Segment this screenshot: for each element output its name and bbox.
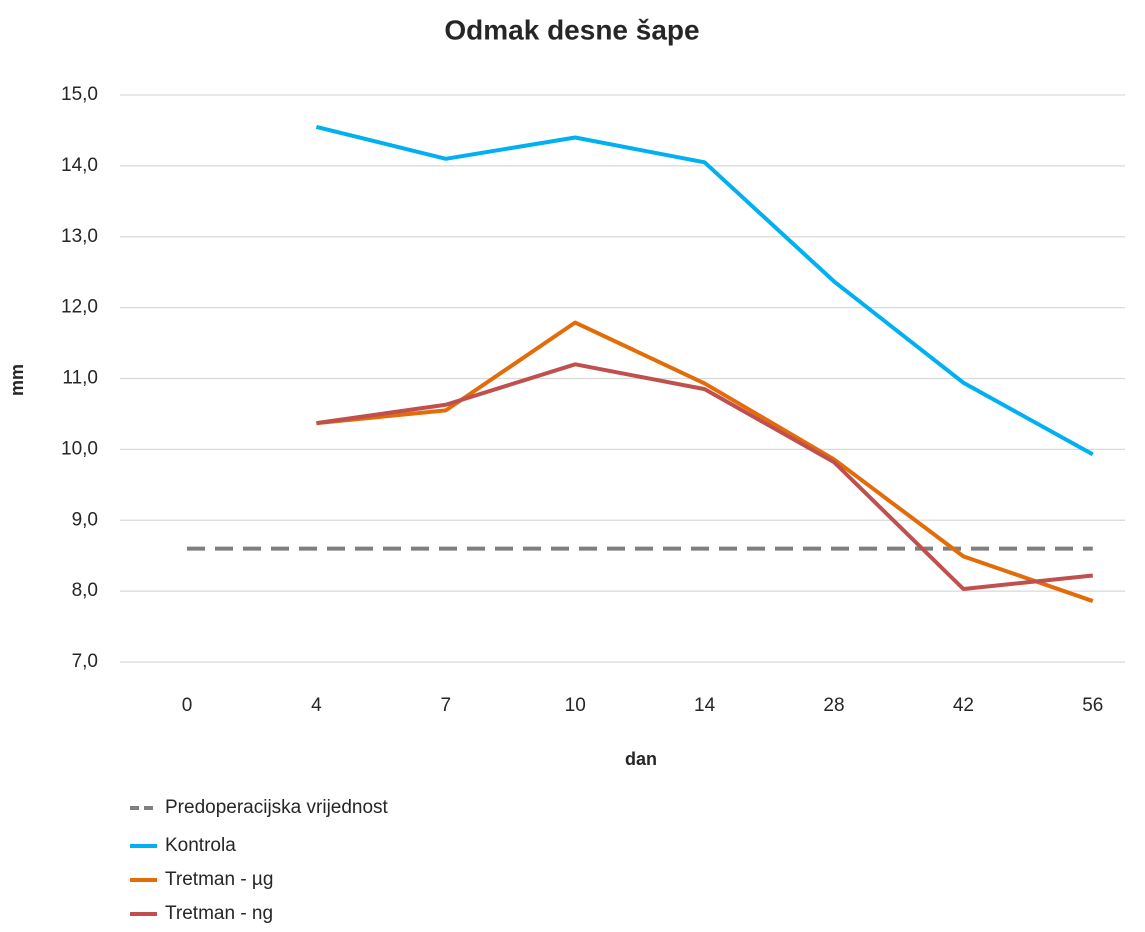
y-axis-label: mm (7, 364, 27, 396)
y-tick-label: 7,0 (72, 651, 98, 672)
y-tick-label: 8,0 (72, 580, 98, 601)
y-tick-label: 10,0 (61, 438, 98, 459)
x-tick-label: 7 (441, 695, 452, 716)
x-tick-label: 28 (823, 695, 844, 716)
y-tick-label: 9,0 (72, 509, 98, 530)
series-line (316, 362, 1094, 591)
x-tick-label: 4 (311, 695, 322, 716)
legend-label: Kontrola (165, 835, 236, 856)
x-tick-label: 14 (694, 695, 716, 716)
x-tick-label: 10 (565, 695, 586, 716)
y-tick-label: 14,0 (61, 155, 98, 176)
series-line (315, 124, 1094, 457)
series-line (316, 320, 1094, 603)
legend-label: Tretman - µg (165, 869, 273, 890)
legend-label: Tretman - ng (165, 903, 273, 924)
y-tick-label: 15,0 (61, 84, 98, 105)
y-tick-label: 13,0 (61, 226, 98, 247)
y-tick-label: 11,0 (62, 368, 98, 389)
legend-label: Predoperacijska vrijednost (165, 797, 389, 818)
chart-title: Odmak desne šape (444, 14, 699, 45)
x-tick-label: 42 (953, 695, 974, 716)
y-tick-label: 12,0 (61, 297, 98, 318)
x-tick-label: 0 (182, 695, 193, 716)
x-axis-label: dan (625, 749, 657, 769)
x-tick-label: 56 (1082, 695, 1103, 716)
